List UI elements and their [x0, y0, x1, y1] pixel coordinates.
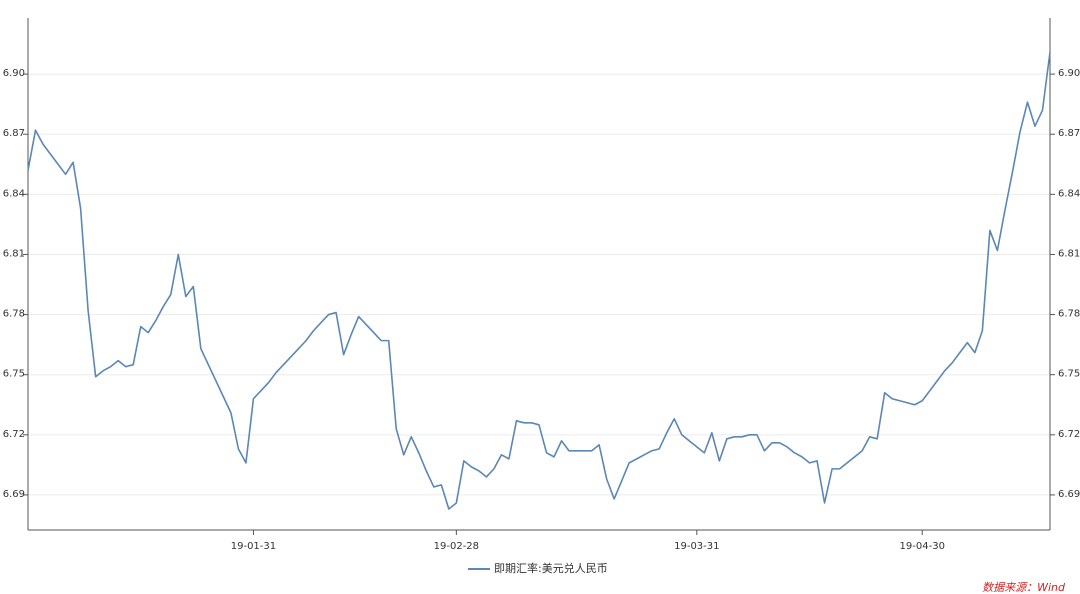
- y-tick-label: 6.75: [3, 369, 25, 380]
- y2-tick-label: 6.72: [1058, 429, 1080, 440]
- y2-tick-label: 6.90: [1058, 68, 1080, 79]
- x-tick-label: 19-04-30: [900, 541, 945, 552]
- y-tick-label: 6.90: [3, 68, 25, 79]
- x-tick-label: 19-02-28: [434, 541, 479, 552]
- source-note: 数据来源：Wind: [982, 581, 1066, 594]
- y-tick-label: 6.78: [3, 309, 25, 320]
- y2-tick-label: 6.69: [1058, 489, 1080, 500]
- y-tick-label: 6.72: [3, 429, 25, 440]
- y-tick-label: 6.87: [3, 128, 25, 139]
- x-tick-label: 19-03-31: [674, 541, 719, 552]
- y2-tick-label: 6.84: [1058, 188, 1080, 199]
- y-tick-label: 6.69: [3, 489, 25, 500]
- y2-tick-label: 6.75: [1058, 369, 1080, 380]
- y-tick-label: 6.81: [3, 248, 25, 259]
- y2-tick-label: 6.87: [1058, 128, 1080, 139]
- x-tick-label: 19-01-31: [231, 541, 276, 552]
- line-series: [27, 51, 1051, 510]
- y2-tick-label: 6.81: [1058, 248, 1080, 259]
- y-tick-label: 6.84: [3, 188, 25, 199]
- legend-label: 即期汇率:美元兑人民币: [494, 561, 608, 575]
- y2-tick-label: 6.78: [1058, 309, 1080, 320]
